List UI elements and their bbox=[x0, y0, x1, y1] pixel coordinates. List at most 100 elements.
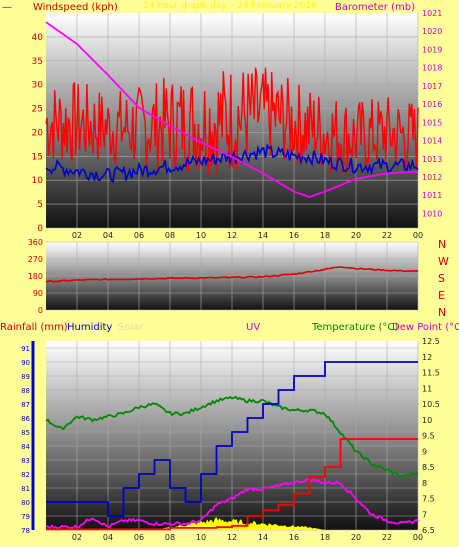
temperature-tick-label: 9 bbox=[422, 447, 427, 456]
barometer-tick-label: 1016 bbox=[422, 100, 442, 109]
humidity-tick-label: 86 bbox=[21, 415, 30, 423]
x-tick-label: 06 bbox=[134, 533, 144, 542]
barometer-tick-label: 1010 bbox=[422, 209, 442, 218]
windspeed-tick-label: 35 bbox=[32, 57, 43, 67]
compass-label: N bbox=[438, 238, 446, 251]
barometer-tick-label: 1012 bbox=[422, 173, 442, 182]
x-tick-label: 10 bbox=[196, 533, 206, 542]
windspeed-tick-label: 0 bbox=[37, 224, 43, 234]
windspeed-tick-label: 10 bbox=[32, 176, 44, 186]
x-tick-label: 18 bbox=[320, 231, 330, 240]
x-tick-label: 16 bbox=[289, 533, 299, 542]
compass-label: W bbox=[438, 255, 449, 268]
windspeed-tick-label: 5 bbox=[37, 200, 43, 210]
barometer-tick-label: 1020 bbox=[422, 27, 442, 36]
humidity-tick-label: 87 bbox=[21, 401, 30, 409]
direction-tick-label: 270 bbox=[28, 255, 43, 264]
x-tick-label: 08 bbox=[165, 533, 175, 542]
barometer-tick-label: 1017 bbox=[422, 82, 442, 91]
barometer-tick-label: 1015 bbox=[422, 118, 442, 127]
barometer-axis: 1010 1011 1012 1013 1014 1015 1016 1017 1018 1019… bbox=[422, 9, 442, 218]
humidity-tick-label: 91 bbox=[21, 345, 30, 353]
windspeed-tick-label: 30 bbox=[32, 81, 44, 91]
x-tick-label: 22 bbox=[382, 231, 392, 240]
rainfall-legend: Rainfall (mm) bbox=[0, 322, 68, 333]
x-tick-label: 16 bbox=[289, 231, 299, 240]
wind-direction-axis: 0 90 180 270 360 bbox=[28, 238, 43, 315]
temperature-tick-label: 7.5 bbox=[422, 495, 435, 504]
temperature-tick-label: 11 bbox=[422, 384, 432, 393]
direction-tick-label: 360 bbox=[28, 238, 43, 247]
windspeed-tick-label: 20 bbox=[32, 128, 44, 138]
humidity-legend: Humidity bbox=[67, 322, 112, 333]
temperature-axis: 6.5 7 7.5 8 8.5 9 9.5 10 10.5 11 11.5 12 12.5 bbox=[422, 337, 440, 535]
x-tick-label: 02 bbox=[72, 533, 82, 542]
dewpoint-series-line bbox=[45, 477, 419, 530]
windspeed-series-line bbox=[45, 67, 419, 176]
temperature-tick-label: 9.5 bbox=[422, 432, 435, 441]
windspeed-tick-label: 40 bbox=[32, 33, 44, 43]
x-tick-label: 20 bbox=[351, 231, 361, 240]
temperature-tick-label: 12 bbox=[422, 353, 432, 362]
temperature-tick-label: 10 bbox=[422, 416, 432, 425]
barometer-tick-label: 1018 bbox=[422, 64, 442, 73]
humidity-tick-label: 89 bbox=[21, 373, 30, 381]
temperature-tick-label: 8 bbox=[422, 479, 427, 488]
x-tick-label: 04 bbox=[103, 533, 113, 542]
x-tick-label: 12 bbox=[227, 231, 237, 240]
temperature-series-line bbox=[45, 395, 419, 479]
barometer-tick-label: 1019 bbox=[422, 45, 442, 54]
wind-direction-series-line bbox=[45, 266, 418, 283]
barometer-axis-label: Barometer (mb) bbox=[335, 2, 415, 13]
compass-label: N bbox=[438, 306, 446, 319]
x-tick-label: 02 bbox=[72, 231, 82, 240]
x-tick-label: 14 bbox=[258, 533, 268, 542]
temp-humidity-series bbox=[45, 361, 419, 531]
humidity-tick-label: 82 bbox=[21, 471, 30, 479]
compass-label: E bbox=[438, 289, 445, 302]
x-tick-label: 00 bbox=[413, 231, 423, 240]
x-tick-label: 08 bbox=[165, 231, 175, 240]
temperature-tick-label: 12.5 bbox=[422, 337, 440, 346]
humidity-tick-label: 85 bbox=[21, 429, 30, 437]
solar-legend: Solar bbox=[118, 322, 144, 333]
time-axis-1: 02 04 06 08 10 12 14 16 18 20 22 00 bbox=[72, 231, 423, 240]
solar-series-area bbox=[46, 517, 418, 530]
humidity-tick-label: 79 bbox=[21, 513, 30, 521]
wind-baro-series bbox=[45, 21, 419, 198]
humidity-tick-label: 84 bbox=[21, 443, 30, 451]
dewpoint-legend: Dew Point (°C) bbox=[392, 322, 459, 333]
humidity-tick-label: 81 bbox=[21, 485, 30, 493]
windspeed-axis-marker: — bbox=[2, 2, 12, 13]
temperature-tick-label: 10.5 bbox=[422, 400, 440, 409]
temperature-tick-label: 11.5 bbox=[422, 369, 440, 378]
x-tick-label: 06 bbox=[134, 231, 144, 240]
x-tick-label: 04 bbox=[103, 231, 113, 240]
direction-tick-label: 90 bbox=[33, 289, 43, 298]
windspeed-axis-label: Windspeed (kph) bbox=[33, 2, 118, 13]
humidity-tick-label: 88 bbox=[21, 387, 30, 395]
barometer-tick-label: 1014 bbox=[422, 137, 442, 146]
direction-tick-label: 180 bbox=[28, 272, 43, 281]
rainfall-series-line bbox=[46, 438, 418, 531]
humidity-series-line bbox=[46, 361, 418, 517]
time-axis-3: 02 04 06 08 10 12 14 16 18 20 22 00 bbox=[72, 533, 423, 542]
windspeed-tick-label: 25 bbox=[32, 105, 43, 115]
humidity-tick-label: 78 bbox=[21, 527, 30, 535]
humidity-tick-label: 90 bbox=[21, 359, 30, 367]
barometer-tick-label: 1013 bbox=[422, 155, 442, 164]
graph-title: 24 hour graph day – 24 February 2016 bbox=[143, 1, 317, 11]
humidity-tick-label: 83 bbox=[21, 457, 30, 465]
x-tick-label: 20 bbox=[351, 533, 361, 542]
direction-tick-label: 0 bbox=[38, 306, 43, 315]
x-tick-label: 10 bbox=[196, 231, 206, 240]
temperature-tick-label: 8.5 bbox=[422, 463, 435, 472]
temp-humidity-grid bbox=[46, 341, 419, 531]
barometer-tick-label: 1021 bbox=[422, 9, 442, 18]
temperature-legend: Temperature (°C) bbox=[311, 322, 398, 333]
wind-direction-series bbox=[45, 266, 418, 283]
compass-label: S bbox=[438, 272, 445, 285]
humidity-tick-label: 80 bbox=[21, 499, 30, 507]
